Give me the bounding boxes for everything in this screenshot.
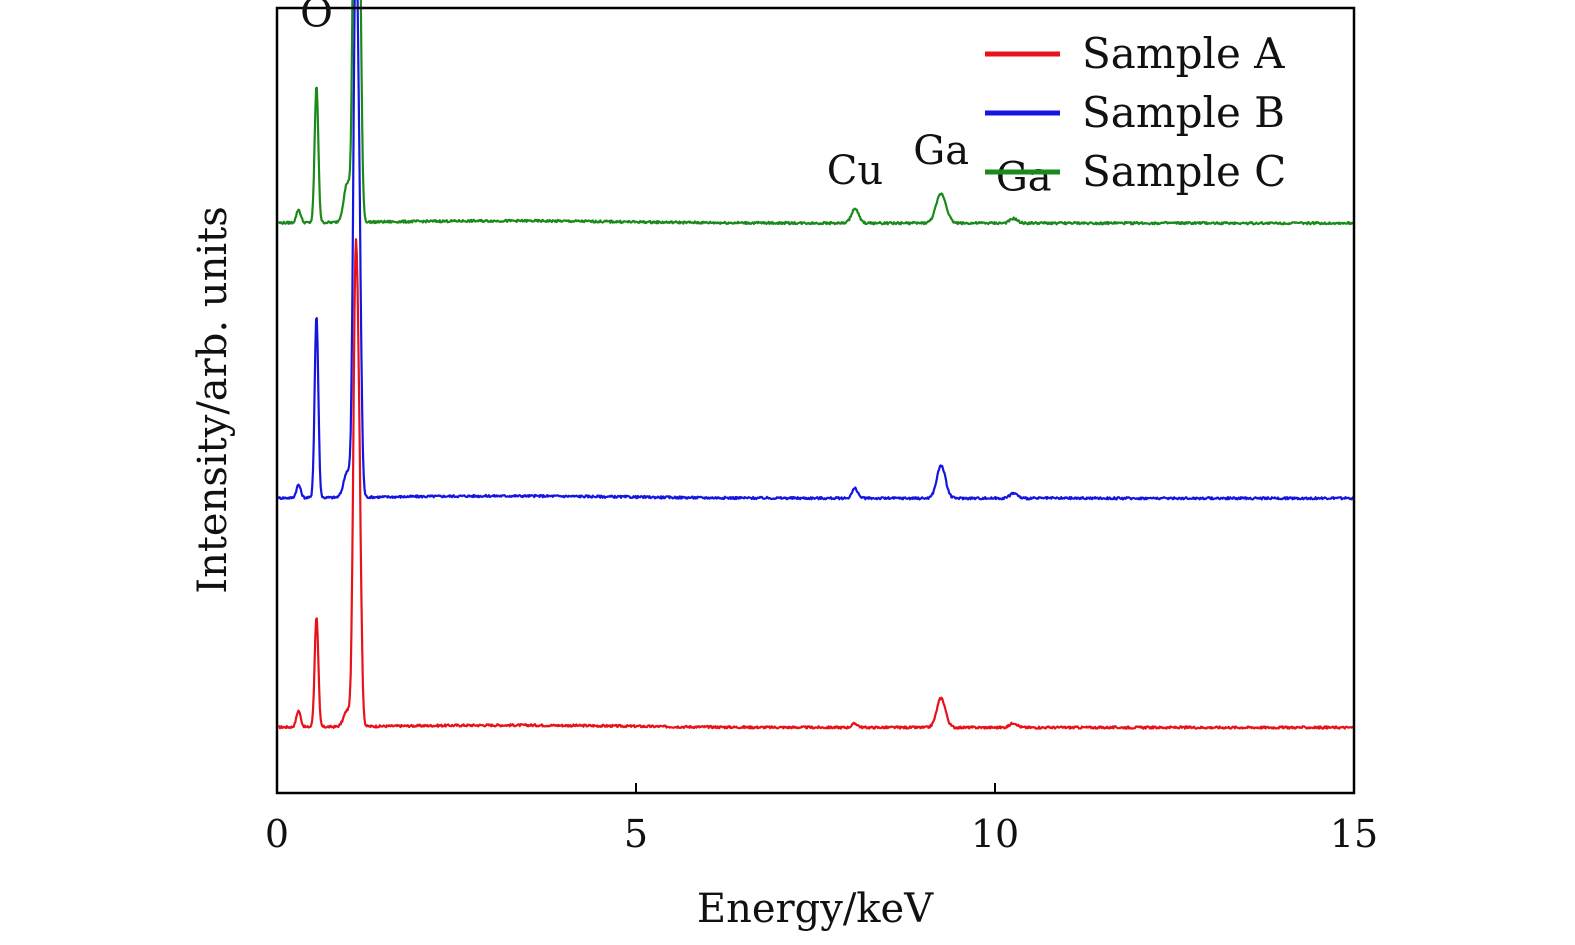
peak-annotations: GaOCuGaGa xyxy=(300,0,1052,200)
series-line-sample-a xyxy=(278,238,1355,730)
series-layer xyxy=(277,0,1356,730)
legend-label: Sample C xyxy=(1082,147,1286,196)
peak-label: Ga xyxy=(913,128,969,174)
x-tick-label: 10 xyxy=(971,812,1019,856)
series-line-sample-b xyxy=(277,0,1356,501)
plot-frame xyxy=(275,6,1356,795)
legend: Sample A Sample B Sample C xyxy=(985,29,1286,196)
x-axis-label: Energy/keV xyxy=(697,886,934,932)
x-tick-label: 5 xyxy=(624,812,648,856)
x-tick-label: 15 xyxy=(1330,812,1378,856)
series-line-sample-c xyxy=(277,0,1355,226)
peak-label: O xyxy=(300,0,333,37)
legend-label: Sample B xyxy=(1082,88,1285,137)
legend-label: Sample A xyxy=(1082,29,1285,78)
peak-label: Ga xyxy=(996,154,1052,200)
y-axis-label: Intensity/arb. units xyxy=(190,206,236,593)
x-axis: 0 5 10 15 xyxy=(265,783,1378,856)
x-tick-label: 0 xyxy=(265,812,289,856)
peak-label: Cu xyxy=(827,148,883,194)
